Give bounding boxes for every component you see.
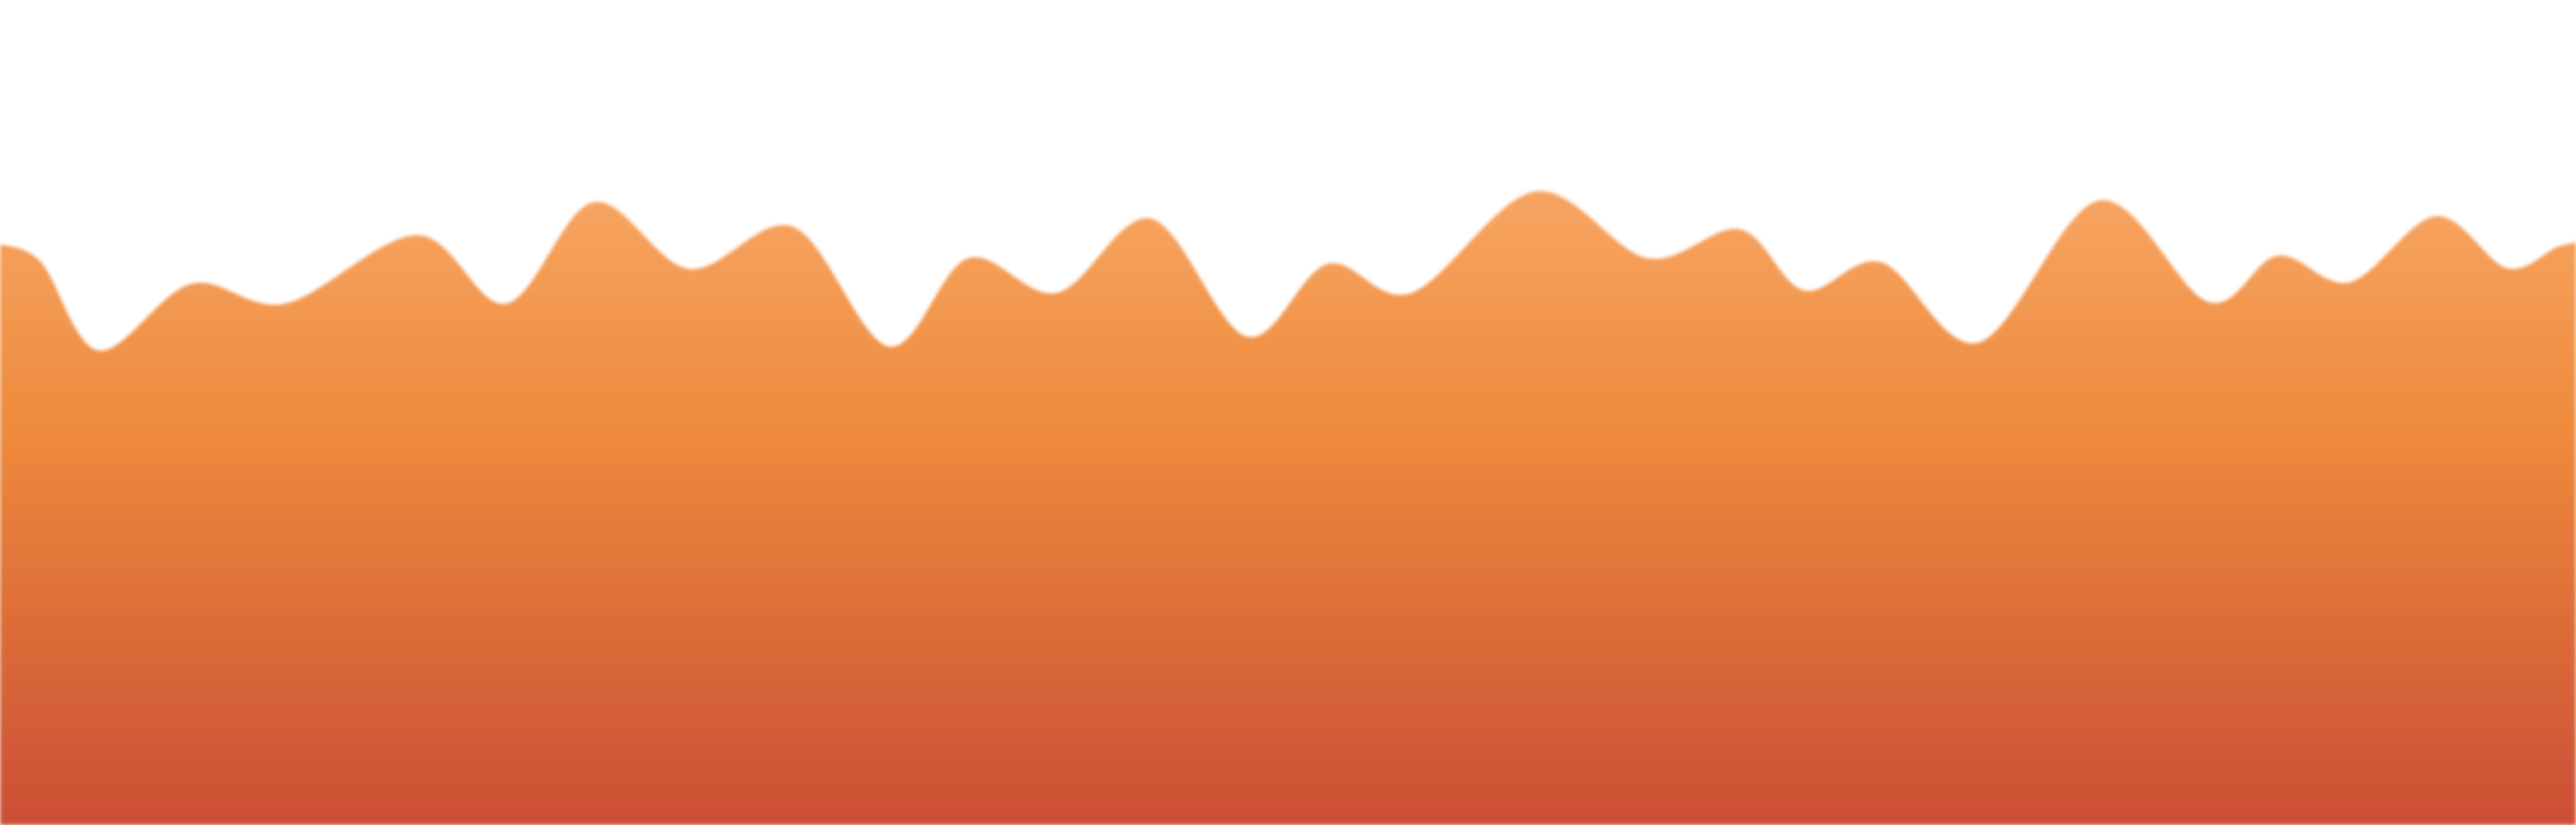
wave-shape [0, 191, 2576, 825]
